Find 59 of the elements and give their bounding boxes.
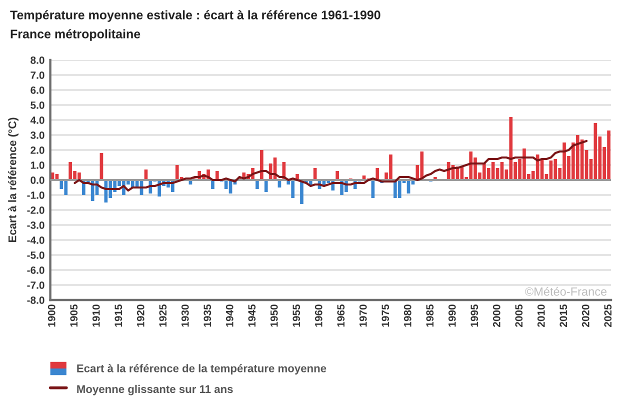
x-tick-label: 1900 bbox=[48, 304, 56, 327]
y-tick-label: 1.0 bbox=[30, 162, 44, 169]
x-tick-label: 1995 bbox=[470, 304, 478, 327]
y-tick-label: -6.0 bbox=[27, 266, 44, 274]
y-axis-title: Ecart à la référence (°C) bbox=[8, 118, 18, 242]
y-tick-label: 0.0 bbox=[30, 176, 44, 184]
legend-label: Ecart à la référence de la température moyenne bbox=[77, 364, 326, 375]
x-tick-label: 1920 bbox=[136, 304, 144, 327]
bar bbox=[264, 180, 268, 192]
x-tick-label: 1965 bbox=[337, 304, 345, 327]
x-tick-label: 1925 bbox=[159, 304, 167, 327]
x-tick-label: 1975 bbox=[382, 304, 390, 327]
y-tick-label: -7.0 bbox=[27, 282, 44, 289]
line-series bbox=[74, 140, 588, 192]
bar bbox=[260, 150, 264, 180]
y-tick-label: 4.0 bbox=[30, 116, 44, 124]
x-tick-label: 1960 bbox=[314, 304, 322, 327]
x-tick-label: 1950 bbox=[270, 304, 278, 327]
y-tick-label: -1.0 bbox=[27, 192, 44, 199]
legend-label: Moyenne glissante sur 11 ans bbox=[77, 384, 233, 396]
x-tick-label: 2005 bbox=[515, 304, 523, 327]
x-tick-label: 1980 bbox=[404, 304, 412, 327]
bar bbox=[509, 117, 513, 180]
y-tick-label: 7.0 bbox=[30, 72, 44, 79]
x-tick-label: 1905 bbox=[70, 304, 78, 327]
x-tick-label: 2015 bbox=[560, 304, 568, 327]
bar bbox=[398, 180, 402, 198]
x-tick-label: 1955 bbox=[292, 304, 300, 327]
x-tick-label: 2025 bbox=[604, 304, 612, 327]
x-tick-label: 1930 bbox=[181, 304, 189, 327]
x-tick-label: 2020 bbox=[582, 304, 590, 327]
y-tick-label: 3.0 bbox=[30, 132, 44, 139]
y-tick-label: 2.0 bbox=[30, 146, 44, 154]
x-tick-label: 1990 bbox=[448, 304, 456, 327]
y-tick-label: -4.0 bbox=[27, 236, 44, 244]
y-tick-label: 8.0 bbox=[30, 56, 44, 64]
chart-title: Température moyenne estivale : écart à la référence 1961-1990 bbox=[10, 10, 380, 22]
x-tick-label: 2010 bbox=[537, 304, 545, 327]
bar bbox=[576, 135, 580, 180]
bar bbox=[64, 180, 68, 195]
x-tick-label: 1910 bbox=[92, 304, 100, 327]
x-tick-label: 1985 bbox=[426, 304, 434, 327]
x-tick-label: 1940 bbox=[226, 304, 234, 327]
x-tick-label: 2000 bbox=[492, 304, 500, 327]
x-tick-label: 1945 bbox=[248, 304, 256, 327]
y-tick-label: -5.0 bbox=[27, 252, 44, 259]
bar bbox=[175, 165, 179, 180]
chart-subtitle: France métropolitaine bbox=[10, 29, 140, 41]
bar bbox=[420, 152, 424, 180]
y-tick-label: -8.0 bbox=[27, 296, 44, 304]
x-tick-label: 1915 bbox=[114, 304, 122, 327]
bar bbox=[554, 159, 558, 180]
y-tick-label: -3.0 bbox=[27, 222, 44, 229]
annotation: ©Météo-France bbox=[525, 286, 607, 296]
x-tick-label: 1935 bbox=[204, 304, 212, 327]
y-tick-label: 5.0 bbox=[30, 102, 44, 109]
y-tick-label: 6.0 bbox=[30, 86, 44, 94]
x-tick-label: 1970 bbox=[359, 304, 367, 327]
y-tick-label: -2.0 bbox=[27, 206, 44, 214]
